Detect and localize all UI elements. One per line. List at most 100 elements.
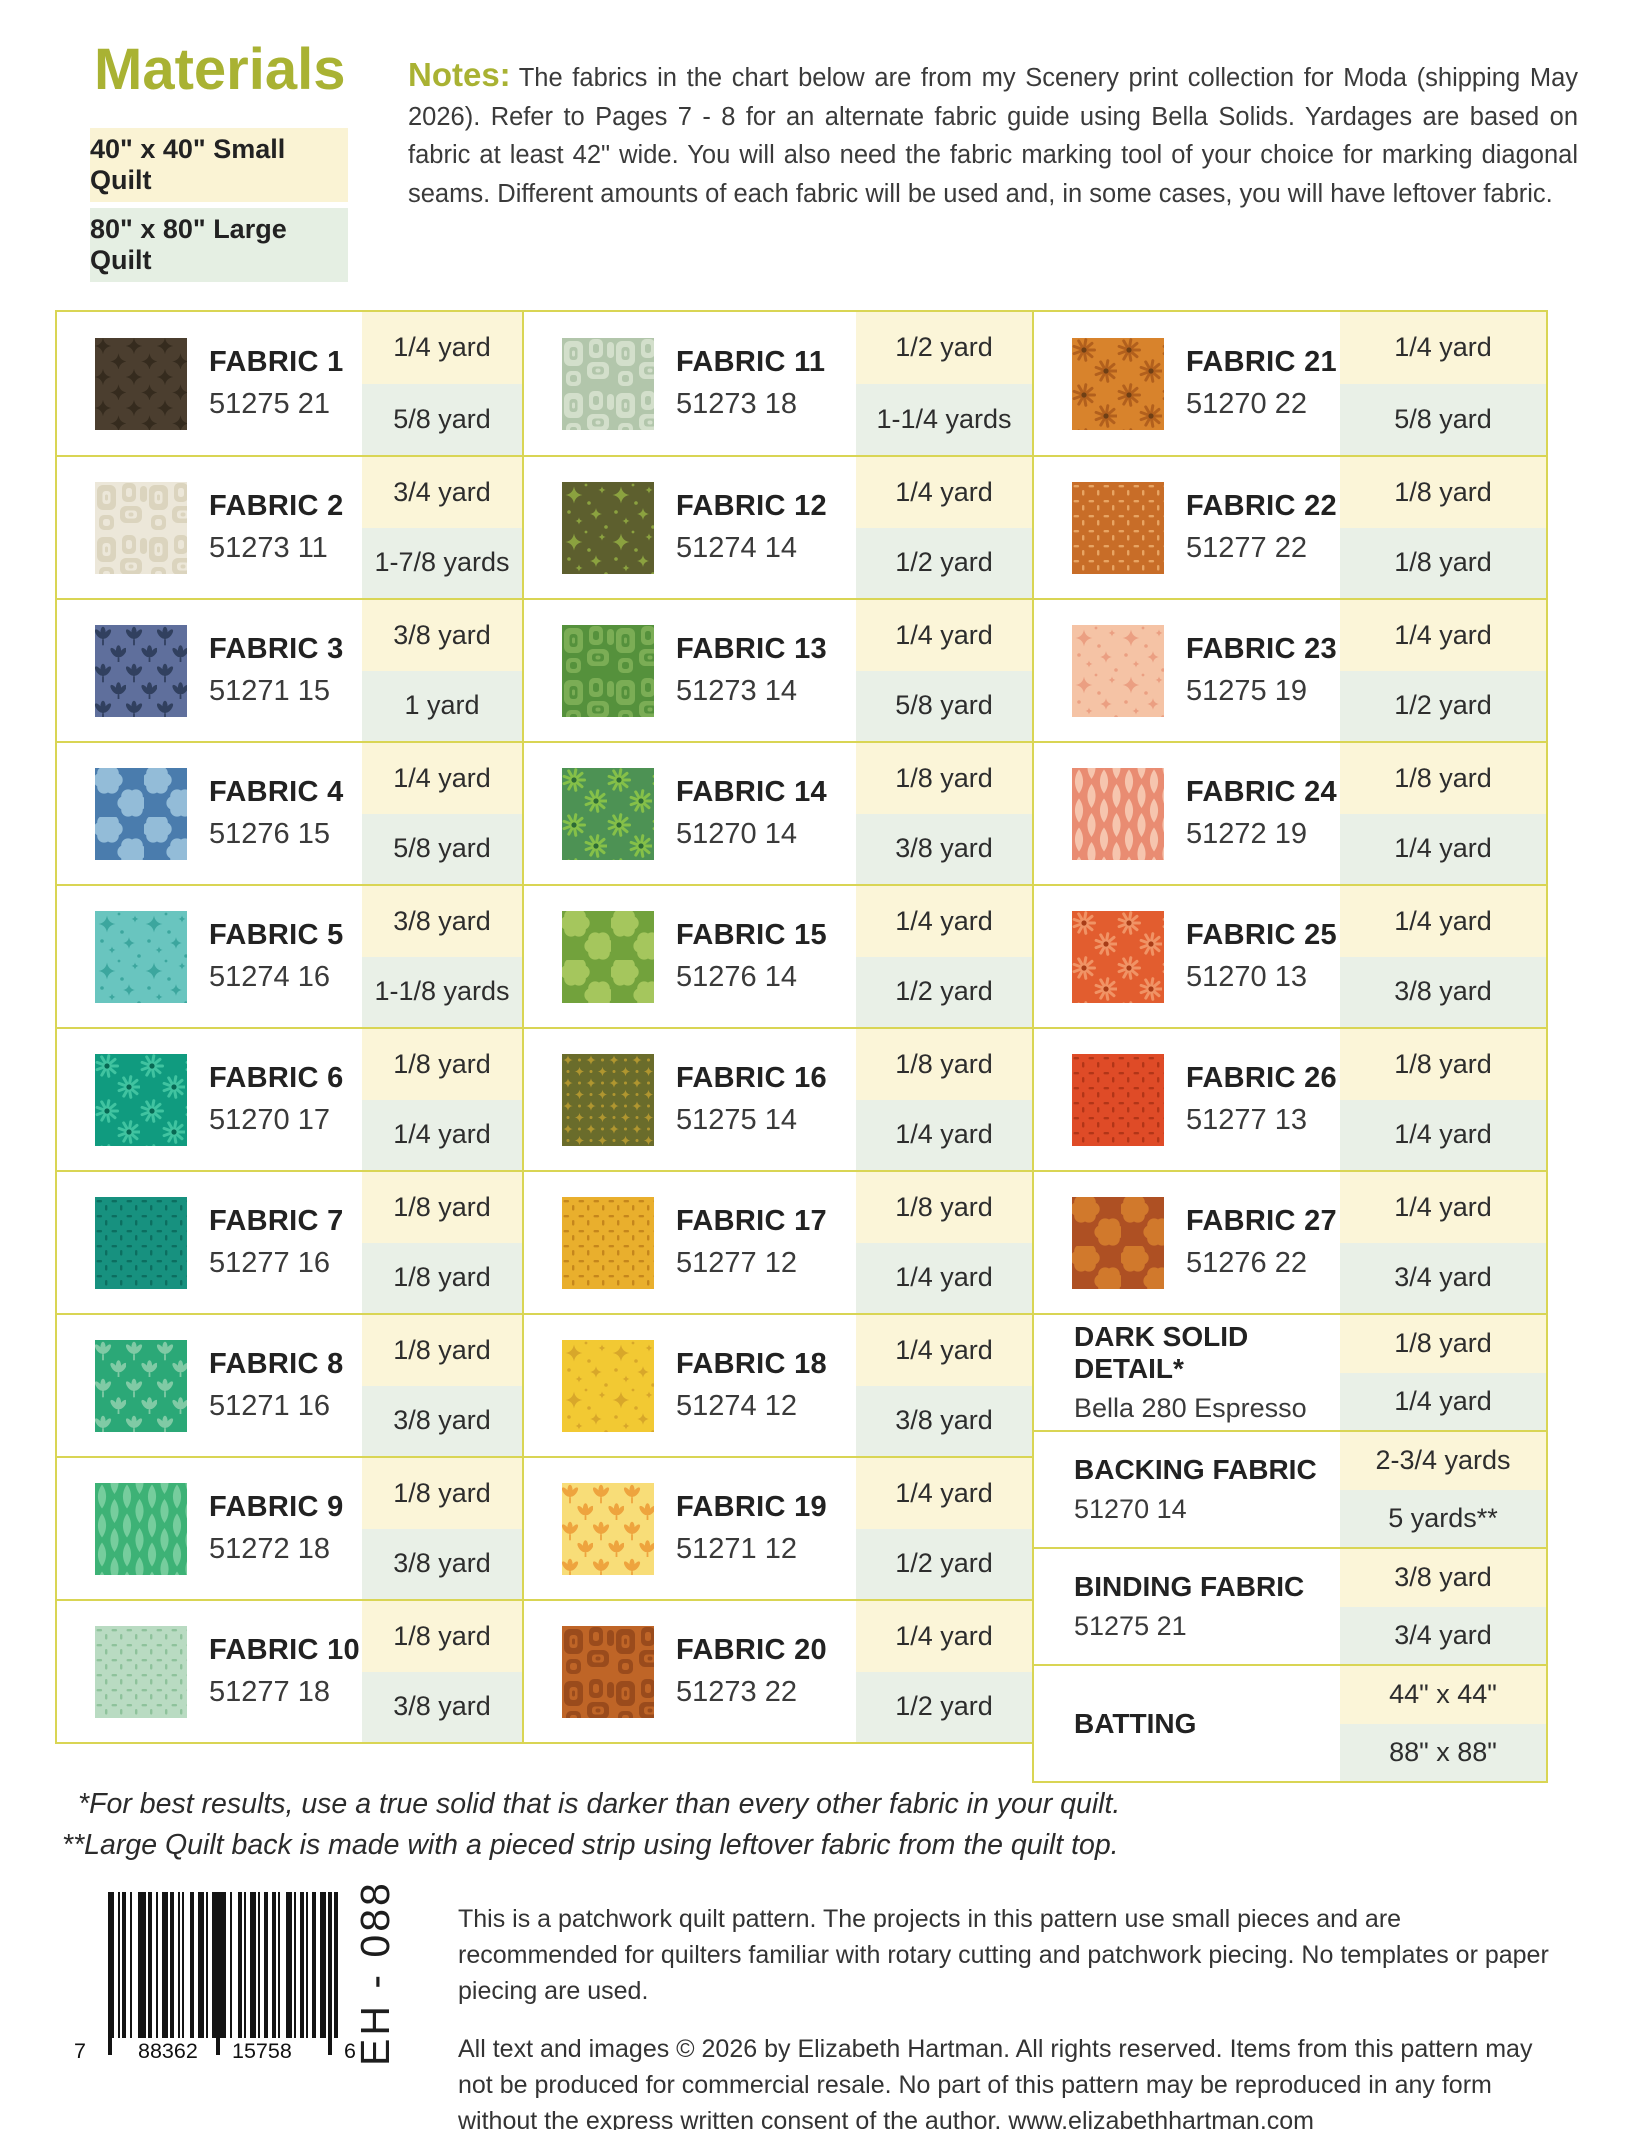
fabric-code: 51273 22 [676, 1676, 797, 1708]
yardage-cells: 3/8 yard 1 yard [362, 600, 522, 741]
fabric-info: FABRIC 19 51271 12 [676, 1491, 856, 1566]
footer-copy: This is a patchwork quilt pattern. The p… [458, 1901, 1552, 2130]
fabric-info: FABRIC 6 51270 17 [209, 1062, 362, 1137]
fabric-swatch [1072, 767, 1164, 860]
small-quilt-yardage: 1/4 yard [1340, 886, 1546, 957]
fabric-name: FABRIC 11 [676, 346, 826, 378]
fabric-code: 51274 16 [209, 961, 330, 993]
yardage-cells: 1/4 yard 5/8 yard [856, 600, 1032, 741]
fabric-code: 51271 12 [676, 1533, 797, 1565]
fabric-code: 51270 22 [1186, 388, 1307, 420]
small-quilt-yardage: 1/8 yard [362, 1029, 522, 1100]
fabric-swatch [95, 481, 187, 574]
large-quilt-yardage: 88" x 88" [1340, 1723, 1546, 1781]
large-quilt-yardage: 1/4 yard [1340, 1099, 1546, 1170]
fabric-swatch [562, 1196, 654, 1289]
fabric-name: FABRIC 4 [209, 776, 344, 808]
large-quilt-yardage: 5/8 yard [856, 670, 1032, 741]
large-quilt-yardage: 5/8 yard [1340, 383, 1546, 455]
yardage-cells: 1/4 yard 3/8 yard [1340, 886, 1546, 1027]
fabric-code: 51275 14 [676, 1104, 797, 1136]
yardage-cells: 1/8 yard 1/4 yard [1340, 1029, 1546, 1170]
fabric-swatch [562, 910, 654, 1003]
fabric-swatch [1072, 1196, 1164, 1289]
small-quilt-yardage: 1/2 yard [856, 312, 1032, 384]
fabric-info: FABRIC 10 51277 18 [209, 1634, 362, 1709]
fabric-row: FABRIC 17 51277 12 1/8 yard 1/4 yard [524, 1170, 1032, 1313]
fabric-row: FABRIC 1 51275 21 1/4 yard 5/8 yard [57, 312, 522, 455]
fabric-swatch [562, 1482, 654, 1575]
small-quilt-yardage: 1/4 yard [856, 1458, 1032, 1529]
footnote-solid: *For best results, use a true solid that… [78, 1788, 1121, 1820]
fabric-name: FABRIC 23 [1186, 633, 1337, 665]
fabric-info: FABRIC 13 51273 14 [676, 633, 856, 708]
fabric-name: FABRIC 9 [209, 1491, 344, 1523]
fabric-code: 51276 15 [209, 818, 330, 850]
yardage-cells: 1/4 yard 1/2 yard [1340, 600, 1546, 741]
notes-label: Notes: [408, 56, 511, 93]
fabric-code: 51273 11 [209, 532, 328, 564]
small-quilt-yardage: 1/4 yard [1340, 1172, 1546, 1243]
extra-material-info: DARK SOLID DETAIL* Bella 280 Espresso [1074, 1321, 1340, 1424]
materials-chart: FABRIC 1 51275 21 1/4 yard 5/8 yard FABRIC 2… [55, 310, 1548, 1783]
barcode-digits: 88362 [134, 2039, 202, 2064]
fabric-info: FABRIC 22 51277 22 [1186, 490, 1340, 565]
fabric-info: FABRIC 17 51277 12 [676, 1205, 856, 1280]
fabric-swatch [1072, 1053, 1164, 1146]
fabric-name: FABRIC 17 [676, 1205, 827, 1237]
fabric-info: FABRIC 2 51273 11 [209, 490, 362, 565]
extra-material-code: 51275 21 [1074, 1611, 1187, 1641]
large-quilt-yardage: 3/8 yard [856, 813, 1032, 884]
fabric-code: 51270 17 [209, 1104, 330, 1136]
yardage-cells: 1/8 yard 3/8 yard [362, 1601, 522, 1742]
fabric-swatch [562, 767, 654, 860]
fabric-swatch [95, 767, 187, 860]
large-quilt-yardage: 1/2 yard [856, 1671, 1032, 1742]
fabric-name: FABRIC 22 [1186, 490, 1337, 522]
large-quilt-yardage: 3/4 yard [1340, 1606, 1546, 1664]
fabric-swatch [562, 481, 654, 574]
fabric-name: FABRIC 25 [1186, 919, 1337, 951]
large-quilt-yardage: 5 yards** [1340, 1489, 1546, 1547]
extra-material-code: 51270 14 [1074, 1494, 1187, 1524]
fabric-info: FABRIC 18 51274 12 [676, 1348, 856, 1423]
fabric-swatch [95, 1339, 187, 1432]
small-quilt-yardage: 3/8 yard [362, 600, 522, 671]
chart-column-2: FABRIC 11 51273 18 1/2 yard 1-1/4 yards FABR… [522, 310, 1034, 1744]
fabric-info: FABRIC 25 51270 13 [1186, 919, 1340, 994]
fabric-row: FABRIC 26 51277 13 1/8 yard 1/4 yard [1034, 1027, 1546, 1170]
fabric-info: FABRIC 20 51273 22 [676, 1634, 856, 1709]
small-quilt-yardage: 1/4 yard [1340, 312, 1546, 384]
small-quilt-yardage: 1/8 yard [856, 743, 1032, 814]
fabric-row: FABRIC 22 51277 22 1/8 yard 1/8 yard [1034, 455, 1546, 598]
small-quilt-yardage: 1/8 yard [1340, 1029, 1546, 1100]
fabric-swatch [562, 1053, 654, 1146]
small-quilt-yardage: 1/4 yard [856, 457, 1032, 528]
yardage-cells: 1/8 yard 3/8 yard [362, 1315, 522, 1456]
fabric-row: FABRIC 24 51272 19 1/8 yard 1/4 yard [1034, 741, 1546, 884]
fabric-code: 51271 16 [209, 1390, 330, 1422]
fabric-info: FABRIC 1 51275 21 [209, 346, 362, 421]
barcode-digit: 6 [340, 2039, 360, 2064]
fabric-info: FABRIC 27 51276 22 [1186, 1205, 1340, 1280]
fabric-swatch [562, 624, 654, 717]
yardage-cells: 1/8 yard 3/8 yard [362, 1458, 522, 1599]
large-quilt-yardage: 1/8 yard [362, 1242, 522, 1313]
fabric-swatch [1072, 481, 1164, 574]
small-quilt-yardage: 1/4 yard [1340, 600, 1546, 671]
fabric-row: FABRIC 11 51273 18 1/2 yard 1-1/4 yards [524, 312, 1032, 455]
fabric-info: FABRIC 14 51270 14 [676, 776, 856, 851]
fabric-info: FABRIC 24 51272 19 [1186, 776, 1340, 851]
small-quilt-yardage: 1/8 yard [362, 1172, 522, 1243]
footnotes: *For best results, use a true solid that… [62, 1784, 1120, 1866]
fabric-name: FABRIC 14 [676, 776, 827, 808]
fabric-row: FABRIC 5 51274 16 3/8 yard 1-1/8 yards [57, 884, 522, 1027]
large-quilt-yardage: 3/8 yard [856, 1385, 1032, 1456]
fabric-name: FABRIC 3 [209, 633, 344, 665]
large-quilt-yardage: 1/4 yard [856, 1099, 1032, 1170]
fabric-row: FABRIC 23 51275 19 1/4 yard 1/2 yard [1034, 598, 1546, 741]
extra-material-row: BINDING FABRIC 51275 21 3/8 yard 3/4 yard [1034, 1547, 1546, 1664]
extra-material-row: DARK SOLID DETAIL* Bella 280 Espresso 1/8 … [1034, 1313, 1546, 1430]
fabric-swatch [562, 1625, 654, 1718]
fabric-swatch [95, 1053, 187, 1146]
